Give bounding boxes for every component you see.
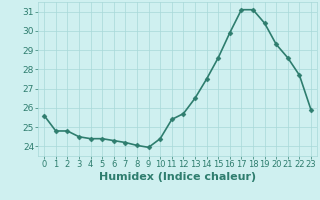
X-axis label: Humidex (Indice chaleur): Humidex (Indice chaleur) — [99, 172, 256, 182]
